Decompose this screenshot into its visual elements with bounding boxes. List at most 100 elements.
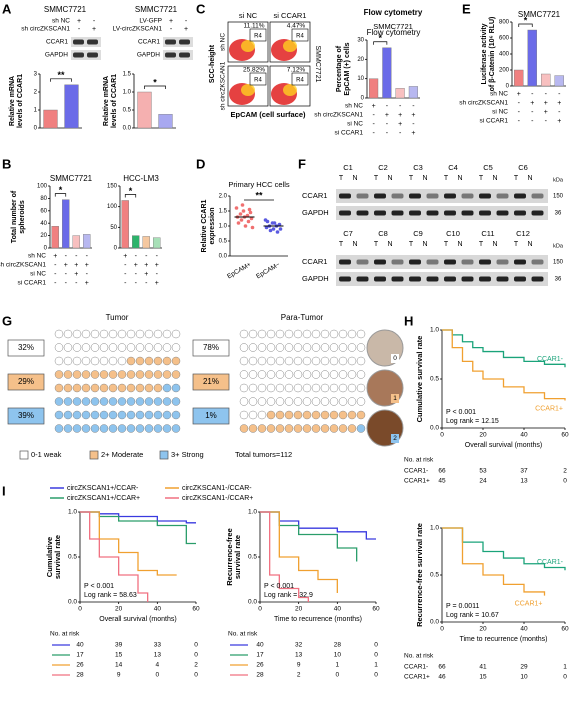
tumor-dot bbox=[117, 343, 127, 352]
legend-label: circZKSCAN1+/CCAR- bbox=[67, 485, 139, 492]
risk-count: 1 bbox=[563, 664, 567, 671]
tumor-dot bbox=[347, 410, 357, 420]
percent-box bbox=[7, 339, 45, 357]
condition-sign: - bbox=[156, 253, 159, 260]
gate bbox=[249, 28, 267, 42]
case-label: C7 bbox=[343, 229, 353, 238]
tumor-dot bbox=[117, 424, 127, 433]
x-axis-label: Time to recurrence (months) bbox=[274, 616, 362, 623]
risk-count: 0 bbox=[194, 672, 198, 679]
group-title: Para-Tumor bbox=[281, 313, 324, 322]
tumor-dot bbox=[126, 397, 136, 406]
band bbox=[496, 210, 509, 216]
case-label: C5 bbox=[483, 163, 493, 172]
band bbox=[409, 276, 421, 282]
dot bbox=[277, 222, 282, 227]
tumor-dot bbox=[275, 343, 285, 352]
risk-count: 9 bbox=[117, 672, 121, 679]
tumor-dot bbox=[81, 370, 91, 379]
tumor-dot bbox=[99, 356, 109, 366]
bar bbox=[43, 109, 58, 129]
side-label: SMMC7721 bbox=[314, 46, 321, 83]
condition-sign: - bbox=[185, 18, 188, 25]
x-tick-label: 60 bbox=[561, 626, 569, 633]
y-tick-label: 1.5 bbox=[219, 209, 228, 215]
ihc-score-box bbox=[391, 354, 399, 363]
tumor-dot bbox=[63, 356, 73, 366]
tumor-dot bbox=[275, 410, 285, 420]
gate-label: R4 bbox=[296, 34, 304, 40]
tumor-dot bbox=[302, 410, 312, 420]
risk-count: 0 bbox=[194, 652, 198, 659]
condition-sign: - bbox=[135, 271, 138, 278]
tumor-dot bbox=[144, 397, 154, 406]
x-tick-label: 60 bbox=[372, 606, 380, 613]
log-rank: Log rank = 10.67 bbox=[446, 612, 499, 619]
tumor-dot bbox=[144, 424, 154, 433]
tumor-dot bbox=[162, 383, 172, 393]
y-tick-label: 100 bbox=[107, 204, 118, 210]
condition-sign: - bbox=[545, 91, 548, 98]
risk-count: 26 bbox=[76, 662, 84, 669]
risk-count: 53 bbox=[479, 468, 487, 475]
column-label: si CCAR1 bbox=[274, 11, 307, 20]
condition-sign: + bbox=[53, 253, 57, 260]
p-value: P < 0.001 bbox=[84, 583, 114, 590]
tumor-dot bbox=[54, 397, 64, 406]
panel-label: C bbox=[196, 1, 206, 16]
group-title: Tumor bbox=[106, 313, 129, 322]
tumor-dot bbox=[248, 397, 258, 406]
dot bbox=[275, 230, 280, 234]
risk-row-name: CCAR1- bbox=[404, 664, 428, 671]
bar bbox=[554, 75, 564, 87]
gate-label: R4 bbox=[254, 78, 262, 84]
condition-sign: + bbox=[544, 100, 548, 107]
risk-count: 40 bbox=[256, 642, 264, 649]
legend-label: 2+ Moderate bbox=[101, 450, 143, 459]
tumor-dot bbox=[311, 410, 321, 420]
risk-count: 45 bbox=[438, 478, 446, 485]
band bbox=[531, 210, 544, 216]
y-tick-label: 80 bbox=[40, 196, 47, 202]
tumor-dot bbox=[54, 410, 64, 420]
tumor-dot bbox=[293, 397, 303, 406]
condition-sign: - bbox=[412, 121, 415, 128]
y-axis-label: Luciferase activity bbox=[481, 23, 488, 84]
condition-sign: + bbox=[74, 262, 78, 269]
condition-sign: - bbox=[135, 280, 138, 287]
blot-strip bbox=[71, 37, 101, 47]
risk-count: 13 bbox=[520, 478, 528, 485]
condition-sign: + bbox=[64, 262, 68, 269]
row-label: sh NC bbox=[220, 33, 227, 51]
band bbox=[165, 52, 176, 58]
percent-box bbox=[7, 373, 45, 391]
tumor-dot bbox=[338, 424, 348, 433]
band bbox=[374, 276, 386, 282]
lane-label: N bbox=[422, 241, 427, 248]
case-label: C3 bbox=[413, 163, 423, 172]
condition-sign: - bbox=[386, 103, 389, 110]
legend-label: circZKSCAN1-/CCAR+ bbox=[182, 495, 253, 502]
condition-sign: - bbox=[54, 262, 57, 269]
condition-sign: + bbox=[517, 91, 521, 98]
tumor-dot bbox=[347, 329, 357, 339]
y-tick-label: 60 bbox=[40, 208, 47, 214]
condition-name: si NC bbox=[492, 109, 508, 116]
risk-count: 39 bbox=[115, 642, 123, 649]
x-tick-label: 40 bbox=[520, 626, 528, 633]
bar bbox=[142, 236, 150, 249]
y-axis-label: Relative mRNA bbox=[103, 76, 110, 126]
y-tick-label: 0.5 bbox=[248, 554, 257, 561]
condition-sign: - bbox=[170, 26, 173, 33]
y-tick-label: 800 bbox=[499, 20, 510, 26]
y-tick-label: 30 bbox=[357, 38, 364, 44]
panel-label: H bbox=[404, 313, 413, 328]
band bbox=[514, 193, 526, 199]
band bbox=[409, 193, 421, 199]
x-tick-label: 20 bbox=[479, 626, 487, 633]
y-axis-label: of β-Catenin (10⁶ RLU) bbox=[489, 17, 496, 92]
band bbox=[409, 210, 421, 216]
significance: ** bbox=[57, 70, 65, 80]
tumor-dot bbox=[135, 410, 145, 420]
survival-curve bbox=[260, 511, 358, 562]
